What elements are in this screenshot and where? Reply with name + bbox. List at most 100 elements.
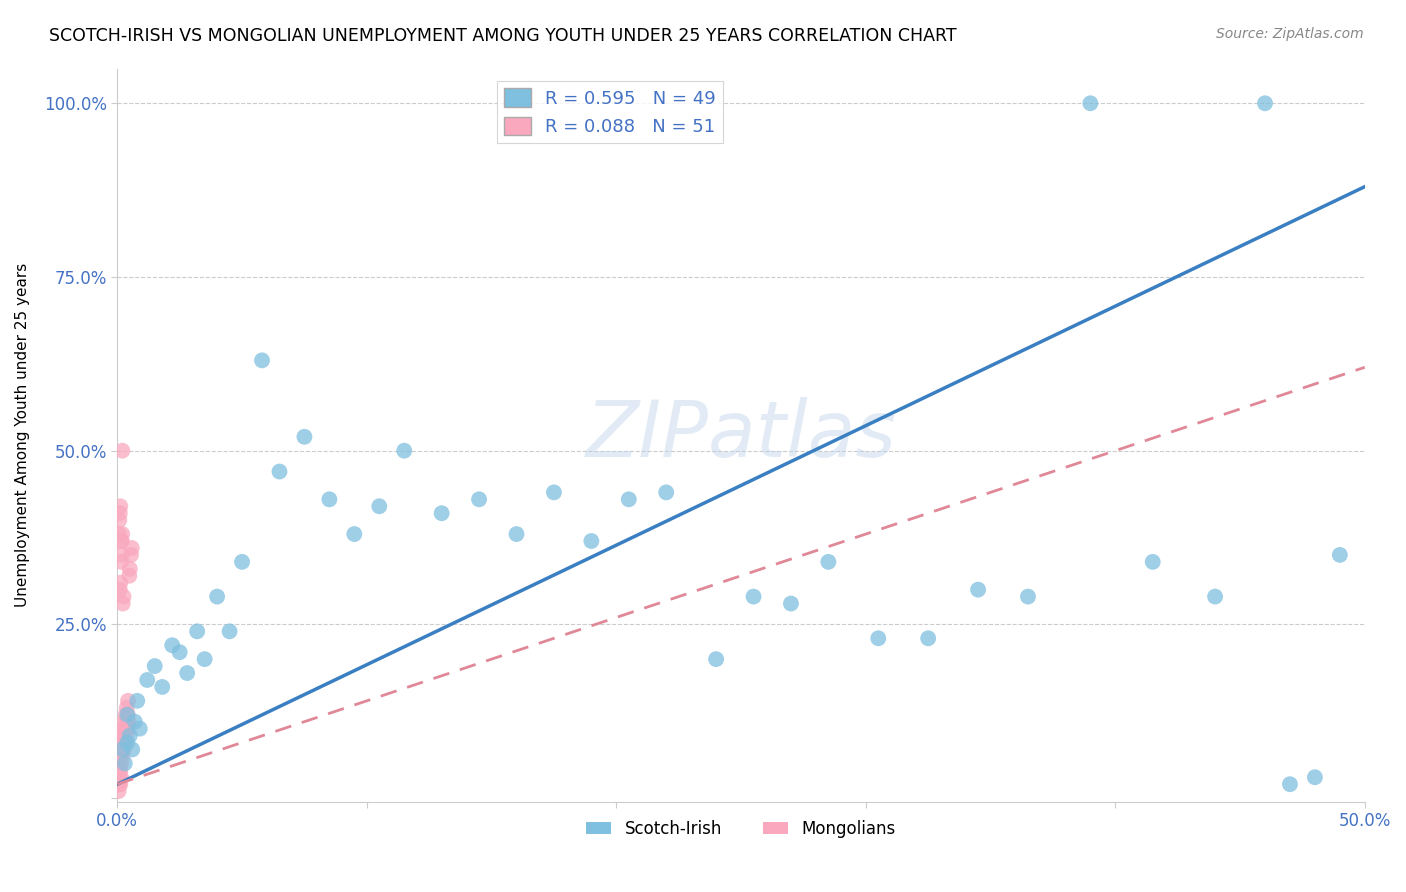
Point	[318, 492, 340, 507]
Point	[704, 652, 727, 666]
Point	[108, 513, 131, 527]
Point	[115, 714, 138, 729]
Point	[505, 527, 527, 541]
Point	[231, 555, 253, 569]
Point	[218, 624, 240, 639]
Point	[742, 590, 765, 604]
Point	[1204, 590, 1226, 604]
Point	[117, 707, 139, 722]
Point	[127, 694, 149, 708]
Point	[111, 548, 134, 562]
Point	[111, 742, 134, 756]
Point	[114, 756, 136, 771]
Point	[110, 575, 132, 590]
Text: ZIPatlas: ZIPatlas	[586, 397, 897, 473]
Point	[917, 632, 939, 646]
Point	[114, 722, 136, 736]
Point	[107, 764, 129, 778]
Point	[543, 485, 565, 500]
Point	[186, 624, 208, 639]
Point	[108, 777, 131, 791]
Point	[108, 764, 131, 778]
Text: SCOTCH-IRISH VS MONGOLIAN UNEMPLOYMENT AMONG YOUTH UNDER 25 YEARS CORRELATION CH: SCOTCH-IRISH VS MONGOLIAN UNEMPLOYMENT A…	[49, 27, 957, 45]
Point	[111, 534, 134, 549]
Point	[967, 582, 990, 597]
Point	[294, 430, 316, 444]
Point	[112, 742, 135, 756]
Point	[114, 735, 136, 749]
Point	[108, 506, 131, 520]
Point	[160, 638, 183, 652]
Point	[111, 735, 134, 749]
Text: Source: ZipAtlas.com: Source: ZipAtlas.com	[1216, 27, 1364, 41]
Point	[115, 729, 138, 743]
Point	[108, 527, 131, 541]
Point	[117, 707, 139, 722]
Point	[120, 548, 142, 562]
Point	[205, 590, 228, 604]
Point	[117, 714, 139, 729]
Point	[269, 465, 291, 479]
Point	[124, 714, 146, 729]
Point	[617, 492, 640, 507]
Point	[780, 597, 803, 611]
Point	[117, 722, 139, 736]
Point	[110, 770, 132, 784]
Point	[1329, 548, 1351, 562]
Point	[1254, 96, 1277, 111]
Point	[150, 680, 173, 694]
Point	[117, 694, 139, 708]
Point	[110, 756, 132, 771]
Point	[107, 770, 129, 784]
Point	[250, 353, 273, 368]
Point	[108, 770, 131, 784]
Point	[112, 729, 135, 743]
Point	[108, 777, 131, 791]
Point	[108, 582, 131, 597]
Point	[108, 756, 131, 771]
Point	[394, 443, 416, 458]
Point	[368, 500, 391, 514]
Point	[111, 597, 134, 611]
Point	[194, 652, 217, 666]
Point	[110, 764, 132, 778]
Point	[111, 742, 134, 756]
Point	[343, 527, 366, 541]
Point	[1142, 555, 1164, 569]
Point	[107, 784, 129, 798]
Point	[111, 749, 134, 764]
Point	[111, 527, 134, 541]
Point	[1303, 770, 1326, 784]
Point	[110, 735, 132, 749]
Point	[121, 742, 143, 756]
Point	[817, 555, 839, 569]
Point	[110, 742, 132, 756]
Point	[115, 700, 138, 714]
Point	[121, 541, 143, 555]
Point	[110, 534, 132, 549]
Point	[117, 735, 139, 749]
Point	[110, 555, 132, 569]
Point	[108, 770, 131, 784]
Point	[110, 777, 132, 791]
Y-axis label: Unemployment Among Youth under 25 years: Unemployment Among Youth under 25 years	[15, 263, 30, 607]
Point	[169, 645, 191, 659]
Legend: Scotch-Irish, Mongolians: Scotch-Irish, Mongolians	[579, 814, 903, 845]
Point	[1080, 96, 1102, 111]
Point	[111, 443, 134, 458]
Point	[112, 590, 135, 604]
Point	[114, 707, 136, 722]
Point	[868, 632, 890, 646]
Point	[118, 562, 141, 576]
Point	[112, 714, 135, 729]
Point	[110, 500, 132, 514]
Point	[136, 673, 159, 687]
Point	[468, 492, 491, 507]
Point	[128, 722, 150, 736]
Point	[430, 506, 453, 520]
Point	[176, 666, 198, 681]
Point	[143, 659, 166, 673]
Point	[581, 534, 603, 549]
Point	[118, 729, 141, 743]
Point	[655, 485, 678, 500]
